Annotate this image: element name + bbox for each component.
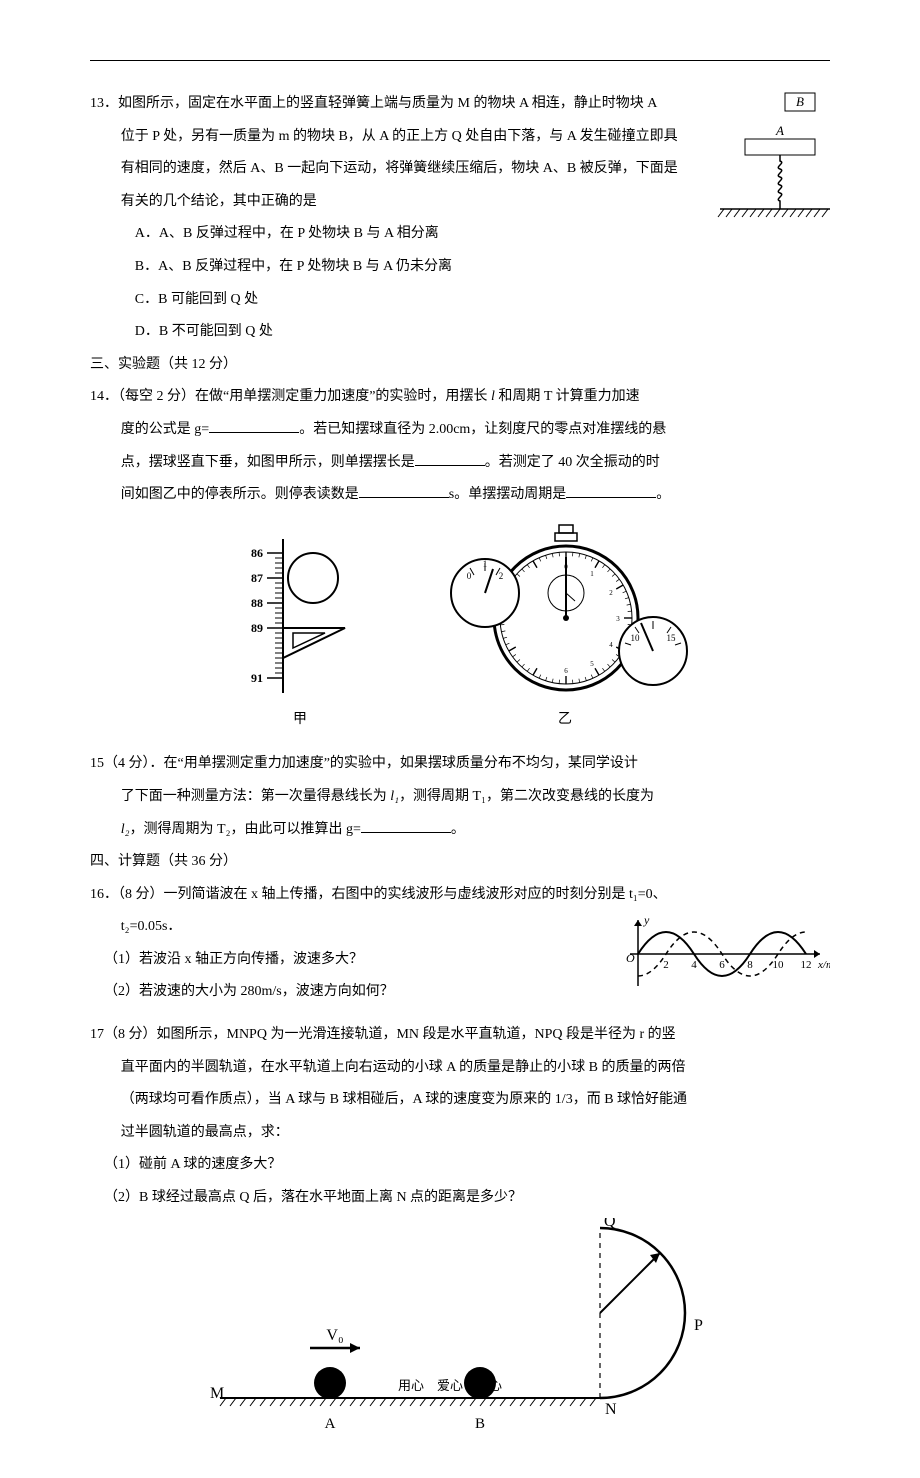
svg-text:B: B [475,1416,485,1432]
svg-text:2: 2 [663,959,669,971]
svg-text:2: 2 [609,589,613,597]
svg-text:1: 1 [590,570,594,578]
q14-fig-right: 0123456 1 0 2 [435,523,695,734]
q16-line1: 16．（8 分）一列简谐波在 x 轴上传播，右图中的实线波形与虚线波形对应的时刻… [90,882,830,909]
svg-text:91: 91 [251,671,263,685]
q14-blank-g [209,418,299,433]
q13: B A 13．如图所示，固定在水平面上的竖直轻弹簧上端与质量为 M 的物块 A … [90,91,830,352]
section-4-title: 四、计算题（共 36 分） [90,849,830,876]
svg-text:O: O [626,951,635,965]
q14-blank-period [566,483,656,498]
svg-text:V₀: V₀ [326,1327,343,1344]
q17-line2: 直平面内的半圆轨道，在水平轨道上向右运动的小球 A 的质量是静止的小球 B 的质… [90,1055,830,1082]
q15: 15（4 分）．在“用单摆测定重力加速度”的实验中，如果摆球质量分布不均匀，某同… [90,751,830,843]
svg-text:P: P [694,1317,703,1334]
q14-line4: 间如图乙中的停表所示。则停表读数是s。单摆摆动周期是。 [90,482,830,509]
q13-figure: B A [690,91,830,241]
q17-line3: （两球均可看作质点），当 A 球与 B 球相碰后，A 球的速度变为原来的 1/3… [90,1087,830,1114]
svg-text:Q: Q [604,1218,616,1230]
section-3-title: 三、实验题（共 12 分） [90,352,830,379]
q15-line3: l₂，测得周期为 T₂，由此可以推算出 g=。 [90,817,830,844]
svg-text:M: M [210,1385,224,1402]
q16: 16．（8 分）一列简谐波在 x 轴上传播，右图中的实线波形与虚线波形对应的时刻… [90,882,830,1012]
q14: 14．（每空 2 分）在做“用单摆测定重力加速度”的实验时，用摆长 l 和周期 … [90,384,830,733]
page-footer: 用心 爱心 心 [398,1378,502,1393]
q14-line2: 度的公式是 g=。若已知摆球直径为 2.00cm，让刻度尺的零点对准摆线的悬 [90,417,830,444]
q14-cap-left: 甲 [225,707,375,734]
q14-fig-left: 86 87 88 89 91 [225,533,375,734]
q14-line3: 点，摆球竖直下垂，如图甲所示，则单摆摆长是。若测定了 40 次全振动的时 [90,450,830,477]
svg-text:6: 6 [564,667,568,675]
q17-figure: V₀ M N P Q A B 用心 爱心 心 [90,1218,830,1438]
svg-text:88: 88 [251,596,263,610]
svg-text:12: 12 [801,959,812,971]
q17-p2: （2）B 球经过最高点 Q 后，落在水平地面上离 N 点的距离是多少？ [90,1185,830,1212]
svg-text:86: 86 [251,546,263,560]
svg-text:87: 87 [251,571,263,585]
svg-text:y: y [643,914,650,927]
q13-opt-c: C．B 可能回到 Q 处 [90,287,830,314]
q17-p1: （1）碰前 A 球的速度多大？ [90,1152,830,1179]
q17-line4: 过半圆轨道的最高点，求： [90,1120,830,1147]
svg-text:6: 6 [719,959,725,971]
q15-line1: 15（4 分）．在“用单摆测定重力加速度”的实验中，如果摆球质量分布不均匀，某同… [90,751,830,778]
svg-text:0: 0 [467,571,472,581]
q17-line1: 17（8 分）如图所示，MNPQ 为一光滑连接轨道，MN 段是水平直轨道，NPQ… [90,1022,830,1049]
q14-blank-time [359,483,449,498]
svg-text:5: 5 [590,660,594,668]
q14-line1: 14．（每空 2 分）在做“用单摆测定重力加速度”的实验时，用摆长 l 和周期 … [90,384,830,411]
q13-fig-label-a: A [775,123,784,138]
svg-text:2: 2 [499,571,504,581]
svg-text:3: 3 [616,615,620,623]
svg-text:4: 4 [609,641,613,649]
svg-text:10: 10 [631,633,641,643]
top-rule [90,60,830,61]
q17: 17（8 分）如图所示，MNPQ 为一光滑连接轨道，MN 段是水平直轨道，NPQ… [90,1022,830,1438]
svg-text:8: 8 [747,959,753,971]
svg-text:10: 10 [773,959,785,971]
q15-line2: 了下面一种测量方法：第一次量得悬线长为 l₁，测得周期 T₁，第二次改变悬线的长… [90,784,830,811]
svg-text:1: 1 [483,559,488,569]
q15-blank-g [361,818,451,833]
svg-text:15: 15 [667,633,677,643]
q13-opt-b: B．A、B 反弹过程中，在 P 处物块 B 与 A 仍未分离 [90,254,830,281]
svg-text:N: N [605,1401,617,1418]
svg-text:A: A [325,1416,336,1432]
q14-cap-right: 乙 [435,707,695,734]
svg-text:89: 89 [251,621,263,635]
q14-figures: 86 87 88 89 91 [90,523,830,734]
svg-text:4: 4 [691,959,697,971]
q13-fig-label-b: B [796,94,804,109]
svg-text:x/m: x/m [817,959,830,971]
q13-opt-d: D．B 不可能回到 Q 处 [90,319,830,346]
q16-figure: O y 2 4 6 8 10 12 x/m [620,914,830,994]
q14-blank-length [415,451,485,466]
